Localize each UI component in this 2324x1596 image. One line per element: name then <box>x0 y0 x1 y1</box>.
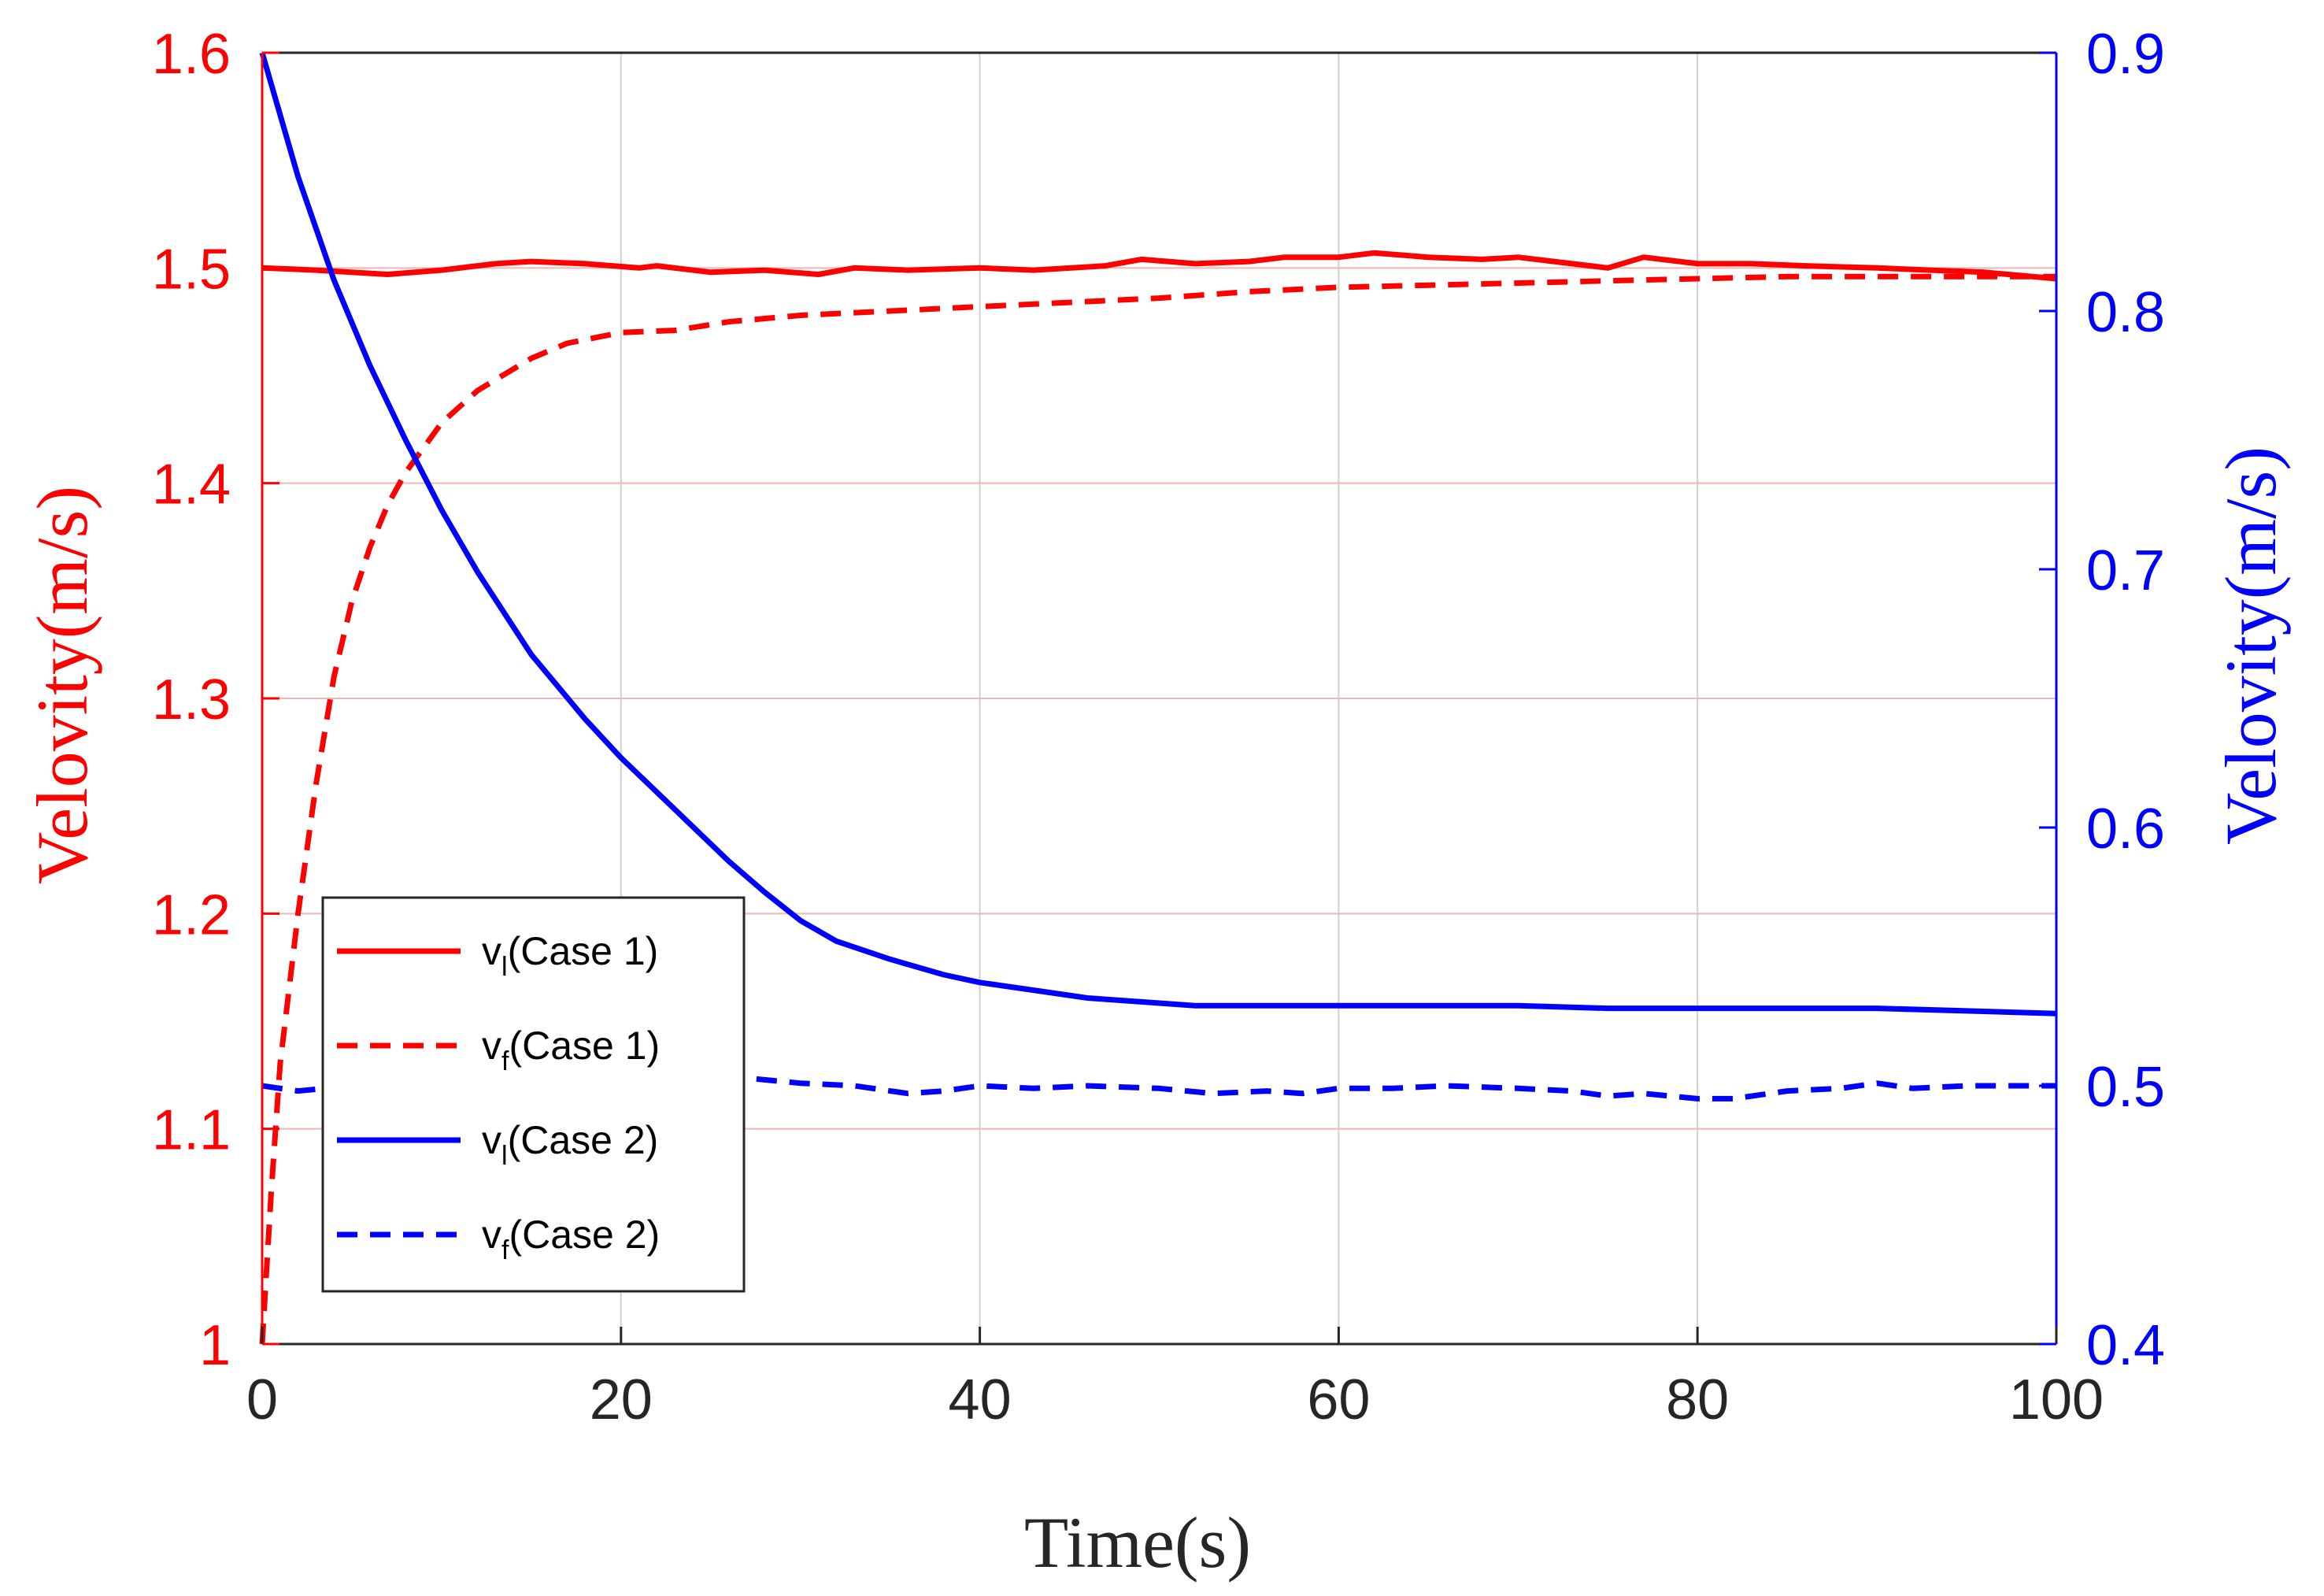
legend-label: vl(Case 1) <box>482 929 658 982</box>
left-y-tick-label: 1.2 <box>152 883 231 946</box>
x-axis-title: Time(s) <box>1024 1502 1251 1583</box>
left-y-axis-ticks: 1 1.1 1.2 1.3 1.4 1.5 1.6 <box>152 23 279 1377</box>
legend-label: vf(Case 2) <box>482 1213 660 1265</box>
right-y-tick-label: 0.9 <box>2086 23 2165 86</box>
right-y-tick-label: 0.7 <box>2086 539 2165 602</box>
left-y-tick-label: 1.1 <box>152 1099 231 1162</box>
left-y-axis-title: Velovity(m/s) <box>22 486 102 884</box>
right-y-axis-ticks: 0.4 0.5 0.6 0.7 0.8 0.9 <box>2039 23 2165 1377</box>
x-tick-label: 0 <box>246 1368 278 1431</box>
right-y-tick-label: 0.6 <box>2086 798 2165 861</box>
x-tick-label: 40 <box>949 1368 1012 1431</box>
right-y-axis-title: Velovity(m/s) <box>2211 446 2291 845</box>
series-line <box>259 273 2056 1345</box>
left-y-tick-label: 1.6 <box>152 23 231 86</box>
x-tick-label: 100 <box>2009 1368 2104 1431</box>
series-line <box>261 250 2057 282</box>
legend: vl(Case 1) vf(Case 1) vl(Case 2) vf(Case 2) <box>321 896 746 1293</box>
legend-label: vl(Case 2) <box>482 1118 658 1171</box>
left-y-tick-label: 1.3 <box>152 668 231 731</box>
legend-label: vf(Case 1) <box>482 1024 660 1076</box>
x-tick-label: 80 <box>1666 1368 1729 1431</box>
right-y-tick-label: 0.4 <box>2086 1314 2165 1377</box>
left-y-tick-label: 1.4 <box>152 454 231 517</box>
left-y-tick-label: 1.5 <box>152 238 231 301</box>
x-tick-label: 60 <box>1307 1368 1370 1431</box>
right-y-tick-label: 0.8 <box>2086 281 2165 344</box>
x-tick-label: 20 <box>590 1368 653 1431</box>
x-axis-ticks: 0 20 40 60 80 100 <box>246 1327 2104 1431</box>
right-y-tick-label: 0.5 <box>2086 1056 2165 1119</box>
left-y-tick-label: 1 <box>199 1314 231 1377</box>
series-line <box>259 52 2057 1016</box>
legend-box <box>321 896 746 1293</box>
